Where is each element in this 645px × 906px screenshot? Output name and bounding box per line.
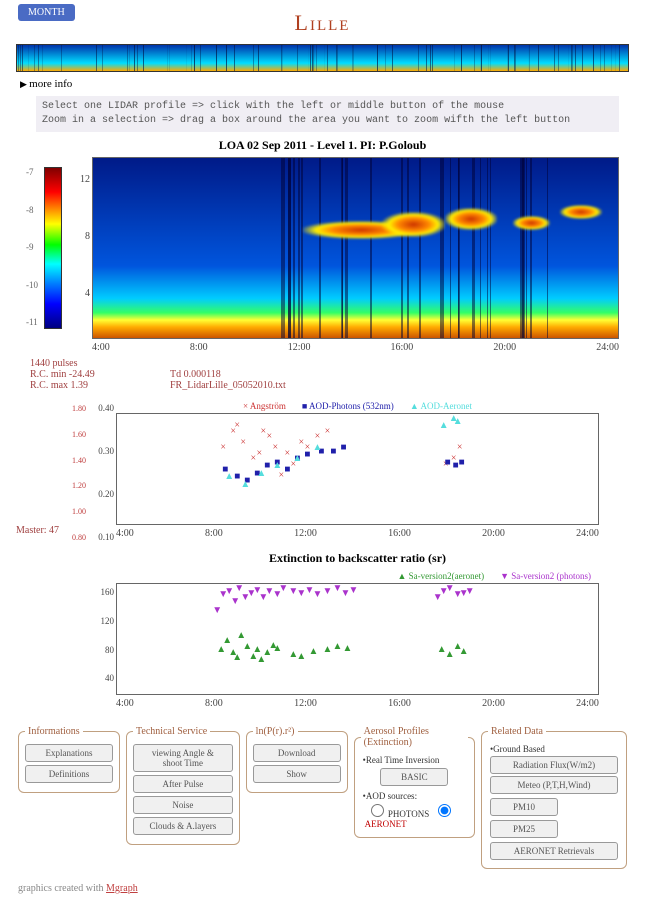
ext-xaxis: 4:008:0012:0016:0020:0024:00 xyxy=(116,695,599,712)
related-button[interactable]: AERONET Retrievals xyxy=(490,842,618,860)
panel-related: Related Data •Ground Based Radiation Flu… xyxy=(481,726,627,869)
lnpr-button[interactable]: Show xyxy=(253,765,341,783)
mgraph-link[interactable]: Mgraph xyxy=(106,883,138,894)
thumbnail-strip[interactable] xyxy=(16,44,629,72)
page-title: Lille xyxy=(6,6,639,40)
instruction-line: Select one LIDAR profile => click with t… xyxy=(42,100,613,114)
aod-legend: × Angström■ AOD-Photons (532nm)▲ AOD-Aer… xyxy=(116,399,599,413)
colorbar: -7-8-9-10-11 xyxy=(26,157,62,356)
month-badge[interactable]: MONTH xyxy=(18,4,75,21)
ext-scatter[interactable]: ▲▲▲▲▲▲▲▲▲▲▲▲▲▲▲▲▲▲▲▲▲▲▼▼▼▼▼▼▼▼▼▼▼▼▼▼▼▼▼▼… xyxy=(116,583,599,695)
ext-legend: ▲ Sa-version2(aeronet)▼ Sa-version2 (pho… xyxy=(116,569,599,583)
related-button[interactable]: PM10 xyxy=(490,798,558,816)
aerosol-sub1: •Real Time Inversion xyxy=(363,755,468,765)
tech-button[interactable]: Clouds & A.layers xyxy=(133,817,233,835)
info-button[interactable]: Explanations xyxy=(25,744,113,762)
tech-button[interactable]: After Pulse xyxy=(133,775,233,793)
aod-xaxis: 4:008:0012:0016:0020:0024:00 xyxy=(116,525,599,542)
related-button[interactable]: Radiation Flux(W/m2) xyxy=(490,756,618,774)
related-button[interactable]: Meteo (P,T,H,Wind) xyxy=(490,776,618,794)
panel-technical: Technical Service viewing Angle & shoot … xyxy=(126,726,240,845)
info-button[interactable]: Definitions xyxy=(25,765,113,783)
instructions: Select one LIDAR profile => click with t… xyxy=(36,96,619,132)
panel-legend: ln(P(r).r²) xyxy=(253,726,298,737)
main-xaxis: 4:008:0012:0016:0020:0024:00 xyxy=(92,339,619,356)
tech-button[interactable]: Noise xyxy=(133,796,233,814)
lnpr-button[interactable]: Download xyxy=(253,744,341,762)
instruction-line: Zoom in a selection => drag a box around… xyxy=(42,114,613,128)
main-chart-title: LOA 02 Sep 2011 - Level 1. PI: P.Goloub xyxy=(6,134,639,157)
master-label: Master: 47 xyxy=(16,525,59,536)
control-panels: Informations Explanations Definitions Tec… xyxy=(6,718,639,877)
meta-file: FR_LidarLille_05052010.txt xyxy=(170,380,286,391)
basic-button[interactable]: BASIC xyxy=(380,768,448,786)
meta-td: Td 0.000118 xyxy=(170,369,286,380)
lidar-heatmap[interactable] xyxy=(92,157,619,339)
panel-legend: Related Data xyxy=(488,726,546,737)
radio-photons[interactable]: PHOTONS xyxy=(365,809,430,819)
meta-rcmax: R.C. max 1.39 xyxy=(30,380,150,391)
ext-chart-title: Extinction to backscatter ratio (sr) xyxy=(116,548,599,569)
aod-scatter[interactable]: ×××××××××××××××××××■■■■■■■■■■■■■■■▲▲▲▲▲▲… xyxy=(116,413,599,525)
panel-aerosol: Aerosol Profiles (Extinction) •Real Time… xyxy=(354,726,475,838)
panel-informations: Informations Explanations Definitions xyxy=(18,726,120,793)
meta-rcmin: R.C. min -24.49 xyxy=(30,369,150,380)
panel-legend: Technical Service xyxy=(133,726,210,737)
tech-button[interactable]: viewing Angle & shoot Time xyxy=(133,744,233,772)
related-sub: •Ground Based xyxy=(490,744,620,754)
meta-pulses: 1440 pulses xyxy=(30,358,150,369)
panel-legend: Informations xyxy=(25,726,83,737)
panel-lnpr: ln(P(r).r²) Download Show xyxy=(246,726,348,793)
footer: graphics created with Mgraph xyxy=(6,877,639,900)
panel-legend: Aerosol Profiles (Extinction) xyxy=(361,726,468,748)
more-info-toggle[interactable]: more info xyxy=(6,76,639,92)
related-button[interactable]: PM25 xyxy=(490,820,558,838)
aerosol-sub2: •AOD sources: xyxy=(363,791,468,801)
